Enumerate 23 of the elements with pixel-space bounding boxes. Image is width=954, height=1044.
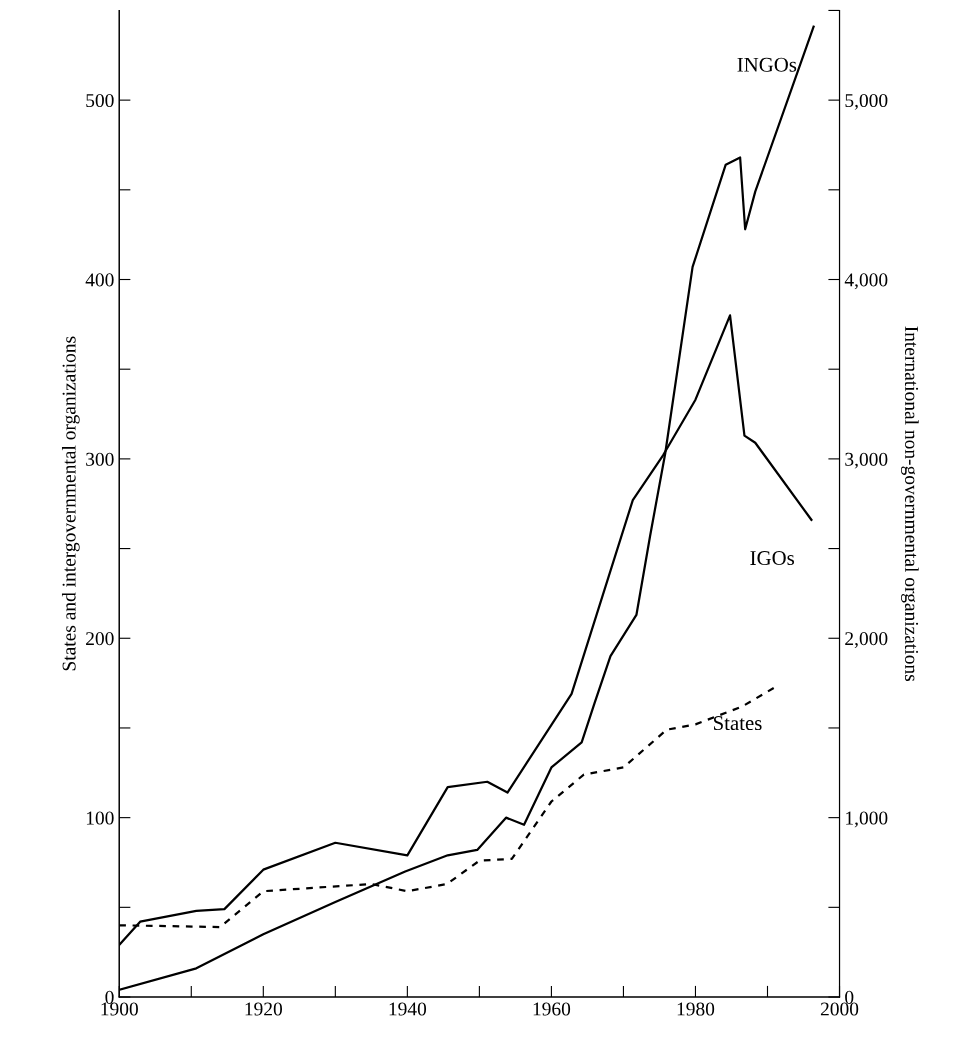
y-tick-label: 200 bbox=[86, 632, 114, 646]
y2-tick-label: 2,000 bbox=[845, 632, 888, 648]
y-tick-label: 500 bbox=[86, 93, 114, 108]
y-tick-label: 100 bbox=[86, 811, 114, 825]
x-tick-label: 1960 bbox=[533, 1002, 571, 1016]
y2-axis-title: International non-governmental organizations bbox=[901, 326, 919, 682]
y2-tick-label: 3,000 bbox=[845, 452, 888, 469]
y-tick-label: 300 bbox=[86, 452, 114, 466]
y2-tick-label: 5,000 bbox=[845, 93, 888, 110]
y2-tick-label: 4,000 bbox=[844, 273, 888, 290]
y-tick-label: 400 bbox=[85, 273, 114, 287]
y2-tick-label: 1,000 bbox=[846, 811, 888, 828]
x-tick-label: 1980 bbox=[677, 1002, 715, 1016]
x-tick-label: 1900 bbox=[101, 1002, 138, 1016]
x-tick-label: 1940 bbox=[389, 1002, 427, 1016]
x-tick-label: 2000 bbox=[820, 1002, 859, 1016]
x-tick-label: 1920 bbox=[245, 1002, 283, 1016]
y-tick-label: 0 bbox=[105, 990, 114, 1004]
series-label: INGOs bbox=[737, 57, 797, 72]
y-axis-title: States and intergovernmental organizations bbox=[61, 336, 80, 671]
series-label: States bbox=[713, 716, 762, 731]
series-label: IGOs bbox=[750, 551, 795, 566]
y2-tick-label: 0 bbox=[845, 990, 854, 1004]
